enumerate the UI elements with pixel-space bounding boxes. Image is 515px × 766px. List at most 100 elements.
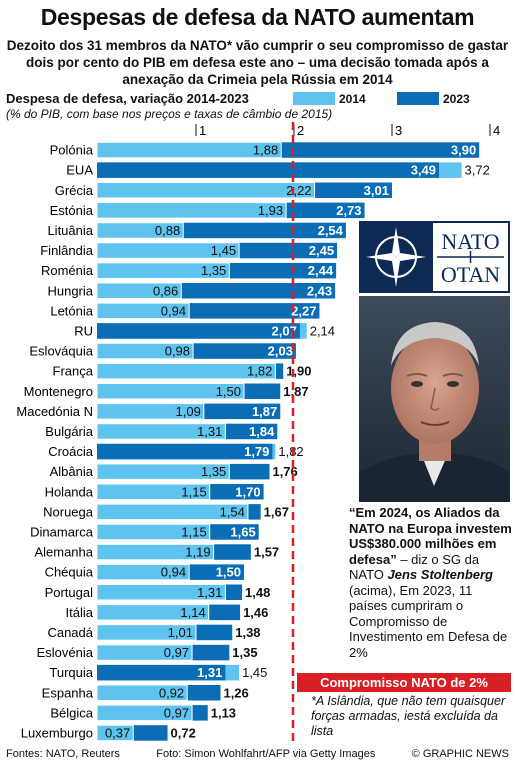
- value-label-2014: 1,01: [168, 625, 193, 640]
- value-label-2014: 0,98: [165, 344, 190, 359]
- legend-item-2014: 2014: [293, 91, 366, 106]
- bar: [96, 463, 230, 480]
- bar: [96, 141, 282, 159]
- category-label: Noruega: [43, 504, 94, 519]
- bar: [96, 222, 184, 239]
- legend-swatch-2014: [293, 92, 335, 105]
- bar: [97, 443, 273, 460]
- logo-text-nato: NATO: [441, 229, 500, 254]
- value-label-2023: 1,13: [211, 705, 236, 720]
- category-label: Dinamarca: [30, 524, 94, 539]
- value-label-2023: 1,87: [252, 404, 277, 419]
- value-label-2023: 1,67: [264, 504, 289, 519]
- value-label-2023: 2,27: [291, 303, 316, 318]
- category-label: Luxemburgo: [21, 725, 93, 740]
- page-subtitle: Dezoito dos 31 membros da NATO* vão cump…: [6, 38, 509, 87]
- category-label: Hungria: [47, 283, 93, 298]
- value-label-2014: 2,14: [310, 323, 335, 338]
- x-tick-label-1: 1: [199, 123, 206, 138]
- category-label: Croácia: [48, 444, 94, 459]
- bar: [96, 543, 215, 561]
- value-label-2014: 1,82: [278, 444, 303, 459]
- value-label-2023: 1,46: [243, 605, 268, 620]
- value-label-2014: 2,22: [286, 183, 311, 198]
- category-label: Eslováquia: [29, 344, 93, 359]
- bar: [97, 664, 226, 681]
- value-label-2014: 1,35: [201, 263, 226, 278]
- category-label: Eslovénia: [37, 645, 94, 660]
- quote-text: “Em 2024, os Aliados da NATO na Europa i…: [349, 505, 513, 660]
- value-label-2014: 1,15: [181, 524, 206, 539]
- category-label: Espanha: [42, 685, 94, 700]
- value-label-2023: 2,54: [318, 223, 344, 238]
- footnote: *A Islândia, que não tem quaisquer força…: [311, 694, 506, 738]
- value-label-2023: 3,90: [451, 143, 476, 158]
- bar: [96, 342, 194, 360]
- value-label-2014: 1,93: [258, 203, 283, 218]
- value-label-2023: 1,26: [223, 685, 248, 700]
- bar: [96, 262, 230, 279]
- bar: [96, 202, 287, 219]
- value-label-2023: 0,72: [171, 725, 196, 740]
- category-label: Albânia: [50, 464, 94, 479]
- category-label: Holanda: [45, 484, 94, 499]
- category-label: Alemanha: [34, 545, 93, 560]
- bar: [96, 644, 193, 661]
- legend-label-2014: 2014: [339, 91, 366, 106]
- value-label-2014: 0,97: [164, 645, 189, 660]
- bar: [96, 282, 182, 299]
- value-label-2023: 1,90: [286, 364, 311, 379]
- value-label-2023: 2,43: [307, 283, 332, 298]
- logo-text-otan: OTAN: [440, 262, 501, 287]
- bar: [96, 604, 210, 621]
- value-label-2014: 1,15: [181, 484, 206, 499]
- value-label-2023: 2,73: [336, 203, 361, 218]
- footer: Fontes: NATO, Reuters Foto: Simon Wohlfa…: [6, 748, 509, 760]
- value-label-2014: 1,09: [176, 404, 201, 419]
- quote-bold: “Em 2024, os Aliados da NATO na Europa i…: [349, 505, 512, 567]
- value-label-2023: 1,38: [235, 625, 260, 640]
- value-label-2014: 1,19: [185, 545, 210, 560]
- value-label-2014: 1,54: [220, 504, 245, 519]
- quote-name: Jens Stoltenberg: [387, 567, 493, 582]
- value-label-2014: 1,14: [180, 605, 205, 620]
- x-tick-label-2: 2: [297, 123, 304, 138]
- value-label-2014: 0,97: [164, 705, 189, 720]
- value-label-2014: 0,94: [161, 565, 186, 580]
- footer-sources: Fontes: NATO, Reuters: [6, 748, 120, 760]
- category-label: Turquia: [49, 665, 93, 680]
- value-label-2014: 0,94: [161, 303, 186, 318]
- bar: [96, 182, 316, 199]
- bar-chart: 1 2 3 4 Polónia 1,88 3,90 EUA 3,49 3,72 Grécia 2,22…: [16, 122, 500, 745]
- value-label-2023: 3,01: [364, 183, 389, 198]
- value-label-2014: 0,88: [155, 223, 180, 238]
- category-label: Grécia: [55, 183, 94, 198]
- chart-subtitle: (% do PIB, com base nos preços e taxas d…: [6, 107, 333, 121]
- bar: [96, 483, 211, 500]
- category-label: Bélgica: [50, 705, 93, 720]
- bar: [96, 383, 245, 400]
- x-tick-label-4: 4: [493, 123, 500, 138]
- category-label: Montenegro: [24, 384, 93, 399]
- category-label: Canadá: [47, 625, 93, 640]
- category-label: Macedónia N: [16, 404, 93, 419]
- value-label-2014: 1,50: [216, 384, 241, 399]
- value-label-2023: 1,31: [197, 665, 222, 680]
- value-label-2023: 1,79: [244, 444, 269, 459]
- quote-attribution-post: (acima), Em 2023, 11 países cumpriram o …: [349, 582, 508, 660]
- bar: [96, 584, 226, 601]
- legend-item-2023: 2023: [397, 92, 470, 106]
- bar: [97, 323, 300, 339]
- legend-swatch-2023: [397, 92, 439, 105]
- x-tick-label-3: 3: [395, 123, 402, 138]
- nato-logo: NATO OTAN: [359, 221, 510, 293]
- value-label-2014: 0,92: [159, 685, 184, 700]
- category-label: Polónia: [50, 143, 94, 158]
- nato-compass-icon: [366, 223, 508, 291]
- page-title: Despesas de defesa da NATO aumentam: [40, 4, 475, 30]
- value-label-2023: 2,44: [308, 263, 334, 278]
- category-label: Itália: [66, 605, 94, 620]
- bar: [96, 242, 240, 259]
- value-label-2023: 1,87: [283, 384, 308, 399]
- value-label-2023: 1,57: [254, 545, 279, 560]
